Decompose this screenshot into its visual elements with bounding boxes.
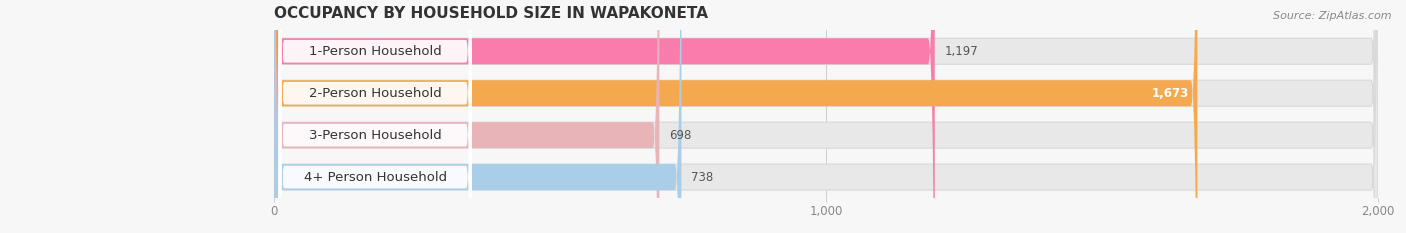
FancyBboxPatch shape <box>274 0 682 233</box>
Text: 1,673: 1,673 <box>1152 87 1189 100</box>
FancyBboxPatch shape <box>274 0 1378 233</box>
Text: 2-Person Household: 2-Person Household <box>309 87 441 100</box>
FancyBboxPatch shape <box>278 0 472 233</box>
Text: 3-Person Household: 3-Person Household <box>309 129 441 142</box>
FancyBboxPatch shape <box>278 0 472 233</box>
FancyBboxPatch shape <box>274 0 1378 233</box>
FancyBboxPatch shape <box>278 0 472 233</box>
FancyBboxPatch shape <box>274 0 659 233</box>
Text: 4+ Person Household: 4+ Person Household <box>304 171 447 184</box>
FancyBboxPatch shape <box>274 0 1378 233</box>
FancyBboxPatch shape <box>278 0 472 233</box>
FancyBboxPatch shape <box>274 0 935 233</box>
Text: 1-Person Household: 1-Person Household <box>309 45 441 58</box>
Text: 1,197: 1,197 <box>945 45 979 58</box>
Text: OCCUPANCY BY HOUSEHOLD SIZE IN WAPAKONETA: OCCUPANCY BY HOUSEHOLD SIZE IN WAPAKONET… <box>274 6 709 21</box>
Text: 738: 738 <box>692 171 714 184</box>
Text: 698: 698 <box>669 129 692 142</box>
FancyBboxPatch shape <box>274 0 1378 233</box>
FancyBboxPatch shape <box>274 0 1198 233</box>
Text: Source: ZipAtlas.com: Source: ZipAtlas.com <box>1274 11 1392 21</box>
